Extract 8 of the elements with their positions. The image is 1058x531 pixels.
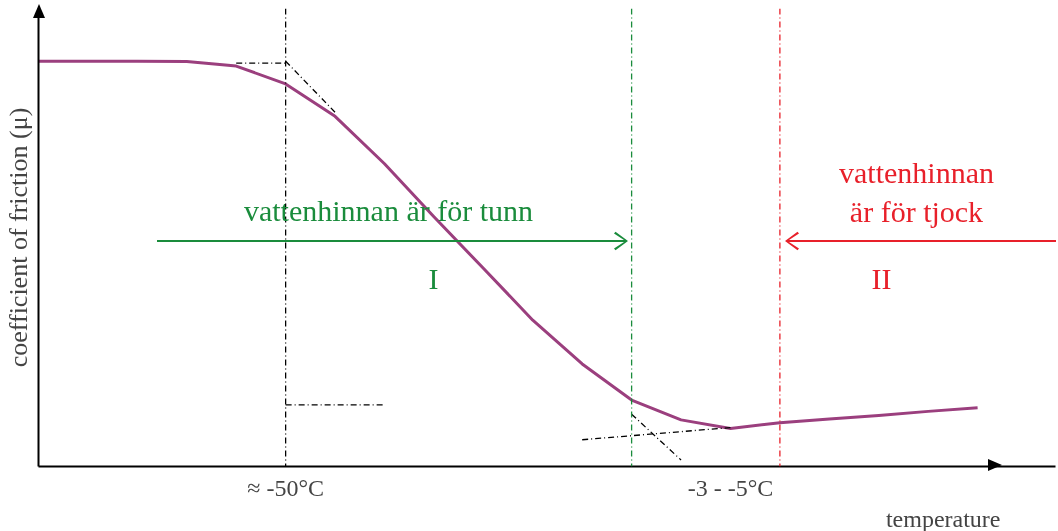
x-tick-label: ≈ -50°C xyxy=(247,474,325,501)
annotation: I xyxy=(428,261,439,295)
x-axis-title: temperature xyxy=(885,505,1001,531)
x-tick-label: -3 - -5°C xyxy=(687,474,774,501)
y-axis-title: coefficient of friction (μ) xyxy=(3,107,33,368)
annotation: vattenhinnan är för tjock xyxy=(839,155,994,229)
annotation: II xyxy=(871,261,892,295)
annotation: vattenhinnan är för tunn xyxy=(243,193,534,227)
